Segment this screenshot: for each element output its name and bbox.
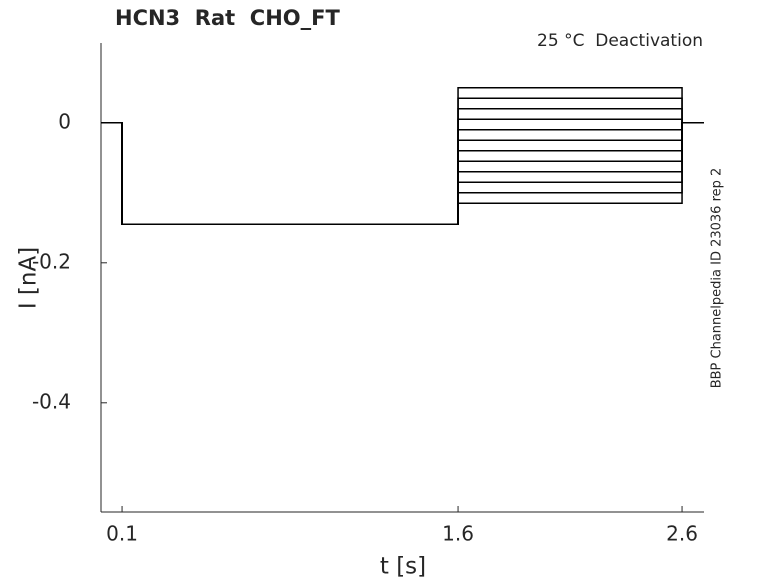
y-axis-label: I [nA]: [16, 247, 42, 309]
trace: [101, 122, 704, 226]
x-tick-label: 0.1: [106, 522, 138, 546]
trace: [101, 122, 704, 226]
trace: [101, 122, 704, 226]
trace: [101, 122, 704, 226]
y-tick-label: 0: [58, 109, 71, 133]
trace: [101, 122, 704, 226]
trace: [101, 122, 704, 226]
x-axis-label: t [s]: [380, 554, 426, 580]
y-tick-label: -0.4: [32, 389, 71, 413]
y-tick-label: -0.2: [32, 249, 71, 273]
x-tick-label: 1.6: [442, 522, 474, 546]
annotation: 25 °C Deactivation: [537, 31, 703, 51]
trace: [101, 122, 704, 226]
trace: [101, 122, 704, 226]
chart-title: HCN3 Rat CHO_FT: [115, 6, 340, 30]
trace: [101, 108, 704, 226]
x-tick-label: 2.6: [666, 522, 698, 546]
side-text: BBP Channelpedia ID 23036 rep 2: [710, 168, 725, 389]
